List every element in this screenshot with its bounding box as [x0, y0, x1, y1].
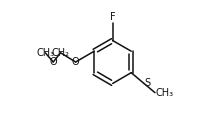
Text: O: O: [71, 57, 79, 67]
Text: CH₂: CH₂: [51, 48, 69, 58]
Text: F: F: [109, 12, 115, 22]
Text: CH₃: CH₃: [155, 88, 173, 98]
Text: CH₃: CH₃: [36, 48, 54, 58]
Text: S: S: [144, 78, 150, 88]
Text: O: O: [49, 57, 57, 67]
